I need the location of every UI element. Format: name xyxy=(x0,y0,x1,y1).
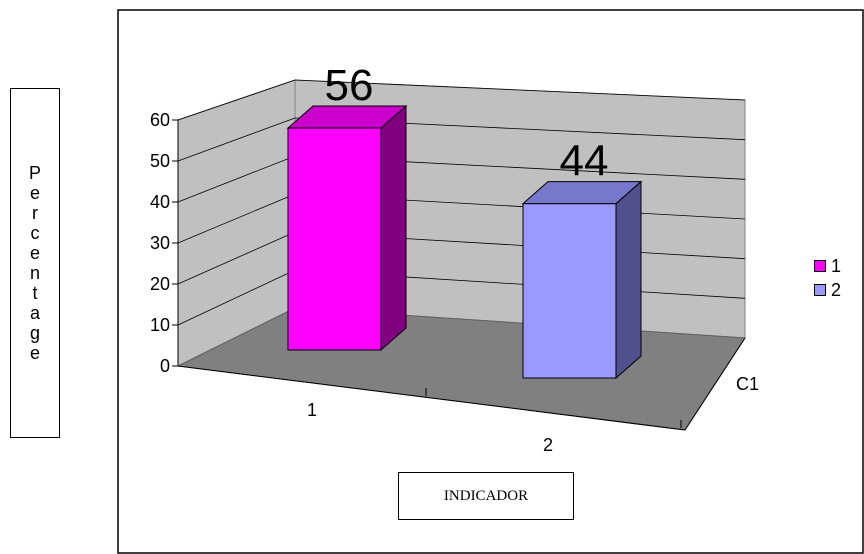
data-label: 56 xyxy=(325,61,374,110)
y-axis-title-letter: e xyxy=(29,343,40,363)
y-axis-title-letter: c xyxy=(30,223,40,243)
gridline-side xyxy=(177,155,296,203)
bar-front xyxy=(287,127,382,351)
bar-front xyxy=(522,203,617,379)
bar-1: 56 xyxy=(286,61,408,352)
bar-side xyxy=(615,180,642,380)
x-ticks: 12 xyxy=(307,388,682,455)
bar-top xyxy=(286,105,408,129)
legend-label: 1 xyxy=(831,255,842,276)
y-axis-title-letter: r xyxy=(31,203,38,223)
legend-swatch xyxy=(814,260,826,272)
y-axis-title-letter: P xyxy=(28,163,41,183)
y-axis-title-letter: n xyxy=(29,263,40,283)
y-axis-title-letter: t xyxy=(32,283,38,303)
gridline-side xyxy=(177,269,296,326)
legend-label: 2 xyxy=(831,279,842,300)
legend-item: 1 xyxy=(814,254,864,278)
depth-tick-label: C1 xyxy=(736,374,759,394)
y-axis-title-letter: g xyxy=(29,323,40,343)
y-axis-title-letter: a xyxy=(29,303,40,323)
data-label: 44 xyxy=(560,137,609,186)
gridline-side xyxy=(177,231,296,285)
y-tick-label: 50 xyxy=(150,151,170,171)
bar-side xyxy=(380,104,407,352)
y-tick-label: 20 xyxy=(150,274,170,294)
bars: 56 44 xyxy=(286,61,643,380)
gridline-back xyxy=(294,79,746,101)
x-axis-title: INDICADOR xyxy=(398,472,574,520)
depth-axis-line xyxy=(684,337,746,431)
gridline-side xyxy=(177,193,296,244)
y-axis-title-letter: e xyxy=(29,183,40,203)
bar-2: 44 xyxy=(521,137,643,380)
gridline-side xyxy=(177,117,296,162)
x-axis-line xyxy=(177,365,686,431)
y-axis-title-letter: e xyxy=(29,243,40,263)
y-tick-label: 10 xyxy=(150,315,170,335)
legend-swatch xyxy=(814,284,826,296)
gridline-side xyxy=(177,79,296,121)
y-tick-label: 60 xyxy=(150,110,170,130)
legend-item: 2 xyxy=(814,278,864,302)
x-tick-label: 2 xyxy=(543,435,553,455)
x-axis-title-text: INDICADOR xyxy=(443,487,529,504)
y-tick-label: 0 xyxy=(160,356,170,376)
y-tick-label: 40 xyxy=(150,192,170,212)
y-ticks: 0 10 20 30 40 50 60 xyxy=(150,110,178,376)
x-tick-label: 1 xyxy=(307,400,317,420)
bar-top xyxy=(521,181,643,205)
y-tick-label: 30 xyxy=(150,233,170,253)
